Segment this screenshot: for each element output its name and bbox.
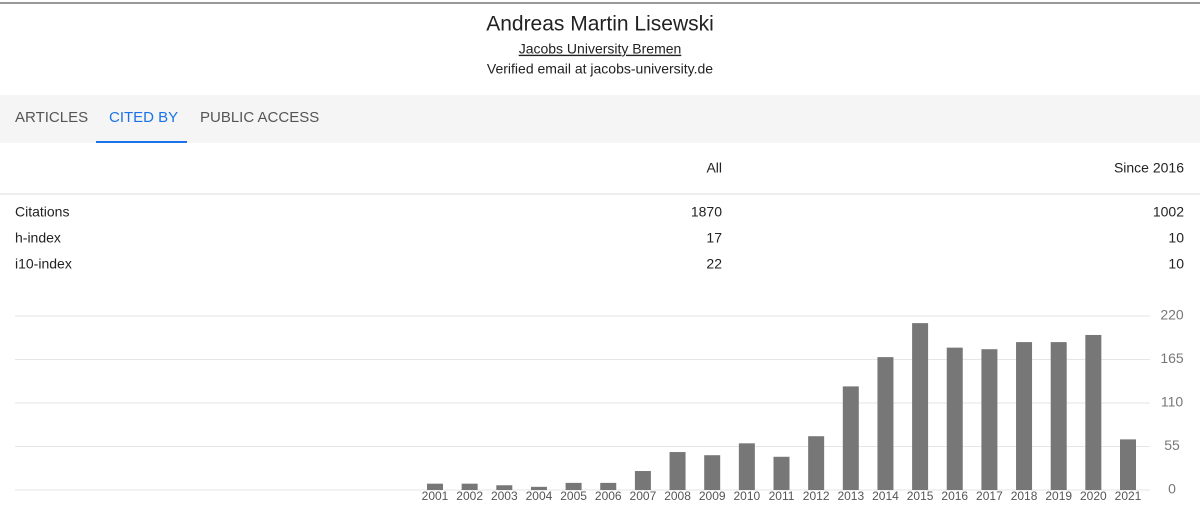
bar [981,349,998,490]
tab-active[interactable]: CITED BY [109,109,178,126]
bar [946,347,963,490]
x-tick-label: 2009 [699,489,726,503]
x-tick-label: 2004 [526,489,553,503]
bar [1085,334,1102,490]
x-tick-label: 2007 [630,489,657,503]
bar [600,482,617,490]
x-tick-label: 2019 [1045,489,1072,503]
row-label: h-index [15,230,61,246]
tab-bar [0,95,1200,143]
x-tick-label: 2002 [456,489,483,503]
cell: 1870 [691,204,722,220]
y-tick-label: 0 [1168,481,1176,497]
tab[interactable]: ARTICLES [15,109,88,126]
y-tick-label: 55 [1164,437,1180,453]
bar [912,323,929,490]
x-tick-label: 2010 [733,489,760,503]
x-tick-label: 2005 [560,489,587,503]
profile-name: Andreas Martin Lisewski [486,13,714,36]
y-tick-label: 110 [1161,394,1184,410]
bar [461,483,478,490]
x-tick-label: 2013 [837,489,864,503]
column-header: All [706,160,722,176]
x-tick-label: 2014 [872,489,899,503]
cell: 10 [1168,230,1184,246]
cell: 17 [706,230,722,246]
cell: 10 [1168,256,1184,272]
bar [1016,342,1033,490]
x-tick-label: 2021 [1115,489,1142,503]
x-tick-label: 2020 [1080,489,1107,503]
cell: 22 [706,256,722,272]
x-tick-label: 2001 [422,489,449,503]
tab-underline [96,141,187,143]
x-tick-label: 2018 [1011,489,1038,503]
bar [496,485,513,490]
bar [842,386,859,490]
bar [530,486,547,490]
column-header: Since 2016 [1114,160,1184,176]
table-body: Citations 1870 1002 h-index 17 10 i10-index 22 1… [15,204,1184,272]
x-tick-label: 2015 [907,489,934,503]
x-tick-label: 2017 [976,489,1003,503]
row-label: Citations [15,204,69,220]
bar [1120,439,1136,490]
bar [877,357,894,490]
bar [808,436,825,490]
row-label: i10-index [15,256,72,272]
bar [1050,342,1067,490]
bar [669,452,686,490]
bar [565,482,582,490]
bar [773,456,790,490]
y-tick-label: 165 [1160,350,1184,366]
x-tick-label: 2003 [491,489,518,503]
chart: 0 55 110 165 220 2001 2002 2003 2004 2005 2006 2007… [15,307,1184,503]
cell: 1002 [1153,204,1184,220]
x-tick-label: 2012 [803,489,830,503]
x-tick-label: 2006 [595,489,622,503]
x-tick-label: 2016 [941,489,968,503]
tab[interactable]: PUBLIC ACCESS [200,109,319,126]
email: Verified email at jacobs-university.de [487,61,713,77]
bar [634,471,651,490]
bar [427,483,443,490]
x-tick-label: 2008 [664,489,691,503]
bar [738,443,755,490]
bar [704,455,721,490]
y-tick-label: 220 [1160,307,1184,323]
x-tick-label: 2011 [769,489,795,503]
affiliation-link[interactable]: Jacobs University Bremen [519,41,682,57]
